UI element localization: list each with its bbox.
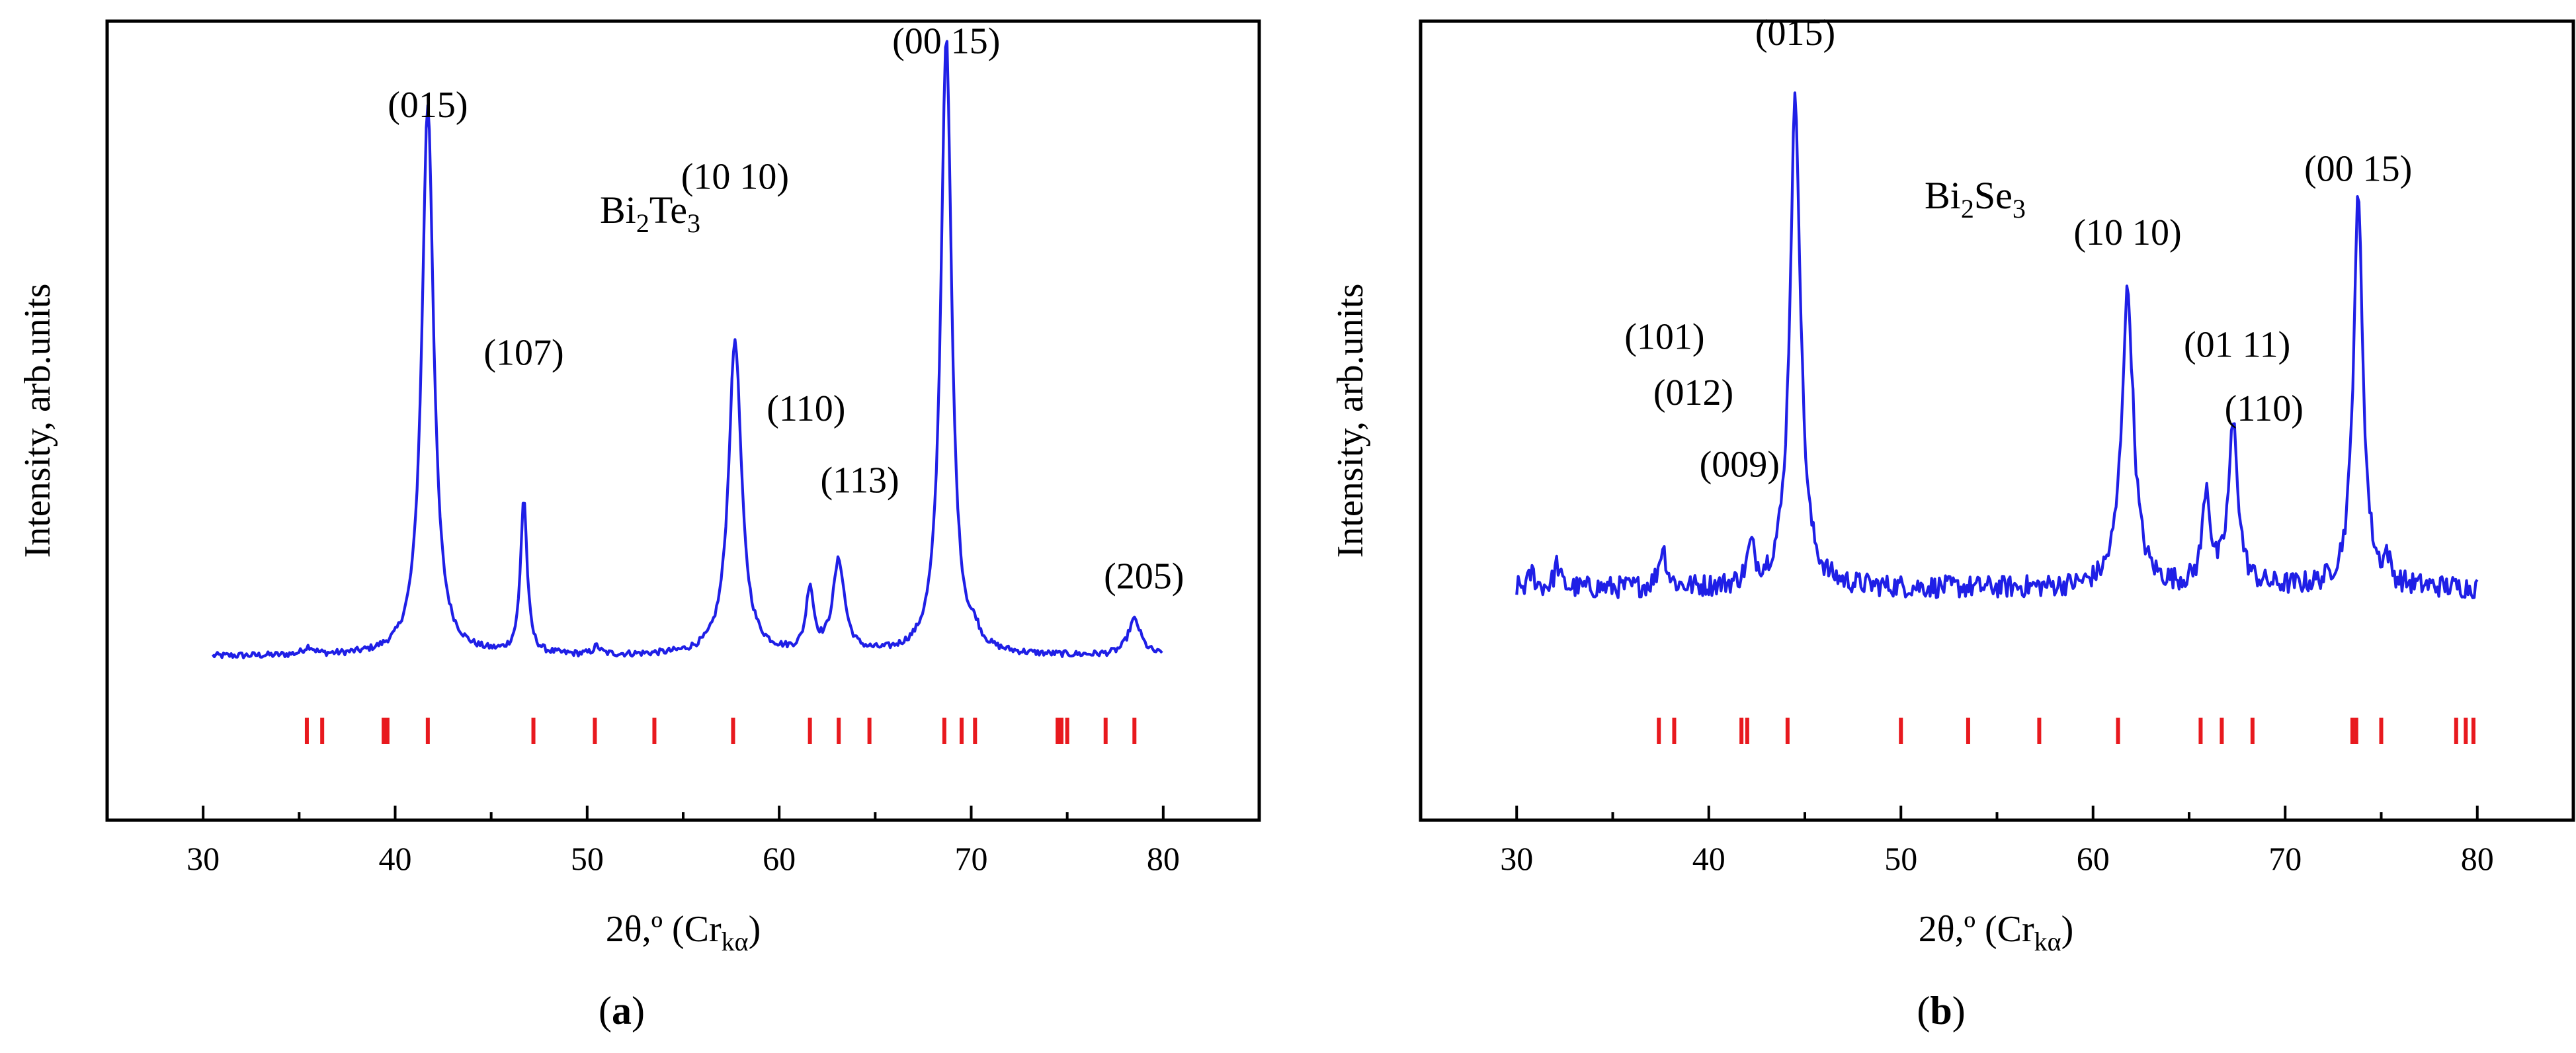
x-tick-label: 30 [187,840,220,877]
peak-label: (00 15) [892,21,1000,62]
panel-b-x-ticks [1515,806,2479,820]
x-tick-label: 50 [1884,840,1917,877]
panel-b-xrd-trace [1515,91,2479,599]
x-tick-label: 30 [1500,840,1533,877]
panel-a-y-axis-label: Intensity, arb.units [17,284,58,558]
panel-b-plot-frame [1419,19,2575,822]
peak-label: (01 11) [2184,324,2290,365]
panel-b-peak-labels: (015) (101) (012) (009) (10 10) (01 11) (110) (… [1624,13,2412,485]
peak-label: (113) [820,460,899,501]
peak-label: (110) [2225,388,2304,429]
panel-a-formula: Bi2Te3 [600,189,700,238]
x-tick-label: 40 [379,840,412,877]
panel-b-formula: Bi2Se3 [1925,174,2026,224]
peak-label: (10 10) [2073,212,2181,253]
peak-label: (009) [1700,444,1780,485]
peak-label: (012) [1653,372,1733,413]
panel-a-plot-frame [105,19,1261,822]
panel-b-reference-ticks [1657,718,2475,744]
panel-b: 30 40 50 60 70 80 (015) (101) (012) (009) (10 10)… [1330,13,2575,1032]
x-tick-label: 60 [763,840,796,877]
peak-label: (015) [388,85,468,126]
panel-a-xrd-trace [211,40,1163,659]
panel-a-x-axis-label: 2θ,º (Crkα) [606,909,761,956]
peak-label: (205) [1104,556,1184,597]
panel-b-x-axis-label: 2θ,º (Crkα) [1919,909,2073,956]
peak-label: (101) [1624,316,1704,357]
peak-label: (00 15) [2304,149,2412,190]
peak-label: (10 10) [681,157,789,198]
x-tick-label: 50 [571,840,604,877]
panel-b-label: (b) [1917,989,1965,1032]
peak-label: (107) [483,332,563,373]
x-tick-label: 80 [2461,840,2494,877]
panel-b-x-tick-labels: 30 40 50 60 70 80 [1500,840,2494,877]
panel-b-y-axis-label: Intensity, arb.units [1330,284,1371,558]
panel-a-reference-ticks [304,718,1137,744]
x-tick-label: 40 [1692,840,1725,877]
panel-a: 30 40 50 60 70 80 (015) (107) (10 10) (110) (113)… [17,19,1261,1032]
peak-label: (110) [767,388,845,429]
x-tick-label: 60 [2077,840,2110,877]
panel-a-x-ticks [202,806,1165,820]
panel-a-label: (a) [599,989,645,1032]
panel-a-x-tick-labels: 30 40 50 60 70 80 [187,840,1180,877]
peak-label: (015) [1755,13,1835,54]
x-tick-label: 70 [955,840,988,877]
x-tick-label: 80 [1147,840,1180,877]
x-tick-label: 70 [2268,840,2302,877]
panel-a-peak-labels: (015) (107) (10 10) (110) (113) (00 15) (205) [388,21,1184,597]
